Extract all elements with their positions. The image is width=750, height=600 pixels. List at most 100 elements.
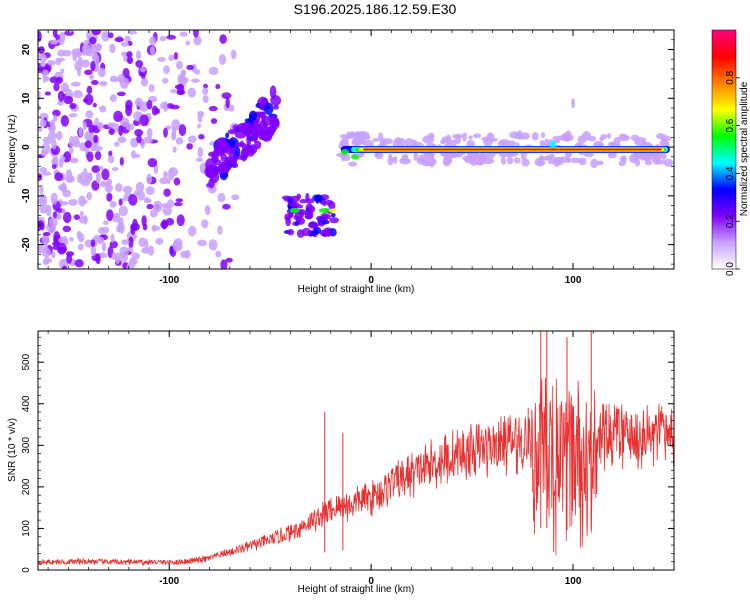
noise-blob bbox=[77, 243, 84, 251]
spectrogram-y-tick-label: 20 bbox=[21, 44, 32, 56]
noise-blob bbox=[72, 50, 78, 62]
noise-blob bbox=[84, 48, 94, 57]
colorbar-ticks: 0.0 0.2 0.4 0.6 0.8 bbox=[725, 70, 740, 276]
noise-blob bbox=[175, 137, 184, 145]
cluster-blob bbox=[305, 192, 310, 202]
noise-blob bbox=[198, 134, 205, 140]
streak-blob bbox=[248, 110, 258, 121]
streak-blob bbox=[246, 133, 252, 147]
signal-halo bbox=[661, 151, 667, 160]
colorbar-label: Normalized spectral amplitude bbox=[739, 81, 750, 216]
noise-blob bbox=[38, 199, 47, 205]
noise-blob bbox=[51, 138, 57, 150]
noise-blob bbox=[101, 226, 110, 234]
noise-blob bbox=[109, 240, 118, 249]
noise-blob bbox=[107, 155, 115, 164]
noise-blob bbox=[227, 104, 235, 112]
noise-blob bbox=[49, 76, 58, 84]
streak-blob bbox=[227, 129, 238, 135]
noise-blob bbox=[84, 94, 94, 106]
cluster-core bbox=[328, 208, 337, 213]
noise-blob bbox=[60, 68, 65, 74]
cluster-blob bbox=[315, 194, 320, 204]
noise-blob bbox=[111, 166, 119, 172]
noise-blob bbox=[38, 173, 43, 181]
signal-halo bbox=[582, 130, 591, 141]
noise-blob bbox=[218, 53, 227, 66]
signal-halo bbox=[396, 137, 406, 148]
cluster-blob bbox=[307, 205, 316, 213]
signal-bump bbox=[340, 148, 349, 155]
signal-halo bbox=[543, 138, 550, 147]
noise-blob bbox=[173, 52, 178, 60]
noise-blob bbox=[221, 92, 232, 100]
noise-blob bbox=[52, 244, 60, 251]
noise-blob bbox=[49, 119, 56, 128]
noise-blob bbox=[47, 60, 57, 66]
cluster-core bbox=[318, 207, 331, 213]
noise-blob bbox=[39, 167, 48, 174]
noise-blob bbox=[127, 30, 138, 35]
noise-blob bbox=[186, 64, 195, 70]
signal-halo bbox=[500, 156, 506, 165]
noise-blob bbox=[78, 233, 85, 243]
noise-blob bbox=[217, 192, 226, 203]
noise-blob bbox=[58, 237, 65, 243]
noise-blob bbox=[197, 146, 204, 158]
spectrogram-frame bbox=[37, 29, 675, 270]
noise-blob bbox=[155, 237, 164, 245]
cluster-blob bbox=[308, 221, 318, 229]
noise-blob bbox=[89, 36, 97, 45]
noise-blob bbox=[175, 241, 183, 251]
signal-halo bbox=[506, 157, 514, 165]
noise-blob bbox=[222, 203, 231, 210]
signal-halo bbox=[445, 134, 452, 144]
noise-blob bbox=[68, 198, 78, 206]
noise-blob bbox=[56, 130, 63, 141]
noise-blob bbox=[97, 67, 106, 78]
noise-blob bbox=[219, 34, 227, 44]
noise-blob bbox=[196, 123, 202, 129]
noise-blob bbox=[141, 215, 147, 227]
streak-blob bbox=[245, 145, 256, 157]
noise-blob bbox=[98, 165, 104, 171]
noise-blob bbox=[174, 201, 183, 207]
noise-blob bbox=[106, 178, 113, 185]
noise-blob bbox=[225, 97, 230, 109]
noise-blob bbox=[104, 183, 113, 193]
noise-blob bbox=[195, 157, 204, 162]
noise-blob bbox=[109, 43, 116, 54]
noise-blob bbox=[133, 190, 141, 196]
snr-y-axis-label: SNR (10 * v/v) bbox=[7, 418, 18, 482]
noise-blob bbox=[140, 77, 149, 87]
noise-blob bbox=[151, 105, 158, 116]
noise-blob bbox=[39, 184, 44, 195]
noise-blob bbox=[101, 168, 110, 181]
noise-blob bbox=[159, 101, 168, 110]
noise-blob bbox=[52, 30, 58, 38]
snr-y-tick-label: 400 bbox=[21, 395, 32, 412]
snr-y-tick-label: 0 bbox=[21, 567, 32, 573]
cluster-blob bbox=[287, 228, 295, 236]
noise-blob bbox=[125, 123, 135, 131]
noise-blob bbox=[95, 171, 101, 184]
streak-blob bbox=[251, 123, 263, 136]
signal-halo bbox=[468, 156, 473, 163]
noise-blob bbox=[177, 83, 185, 95]
noise-blob bbox=[119, 77, 130, 89]
noise-blob bbox=[109, 94, 117, 103]
spectrogram-marks bbox=[38, 30, 674, 269]
snr-x-tick-label: 0 bbox=[368, 576, 374, 587]
noise-blob bbox=[159, 35, 167, 42]
noise-blob bbox=[86, 191, 93, 201]
noise-blob bbox=[58, 183, 68, 191]
cluster-blob bbox=[284, 213, 291, 221]
signal-halo bbox=[468, 135, 473, 140]
streak-blob bbox=[235, 146, 241, 158]
noise-blob bbox=[180, 69, 186, 79]
streak-blob bbox=[208, 151, 216, 157]
noise-blob bbox=[120, 41, 129, 47]
noise-blob bbox=[119, 156, 124, 166]
noise-blob bbox=[42, 258, 50, 266]
noise-blob bbox=[84, 69, 93, 75]
